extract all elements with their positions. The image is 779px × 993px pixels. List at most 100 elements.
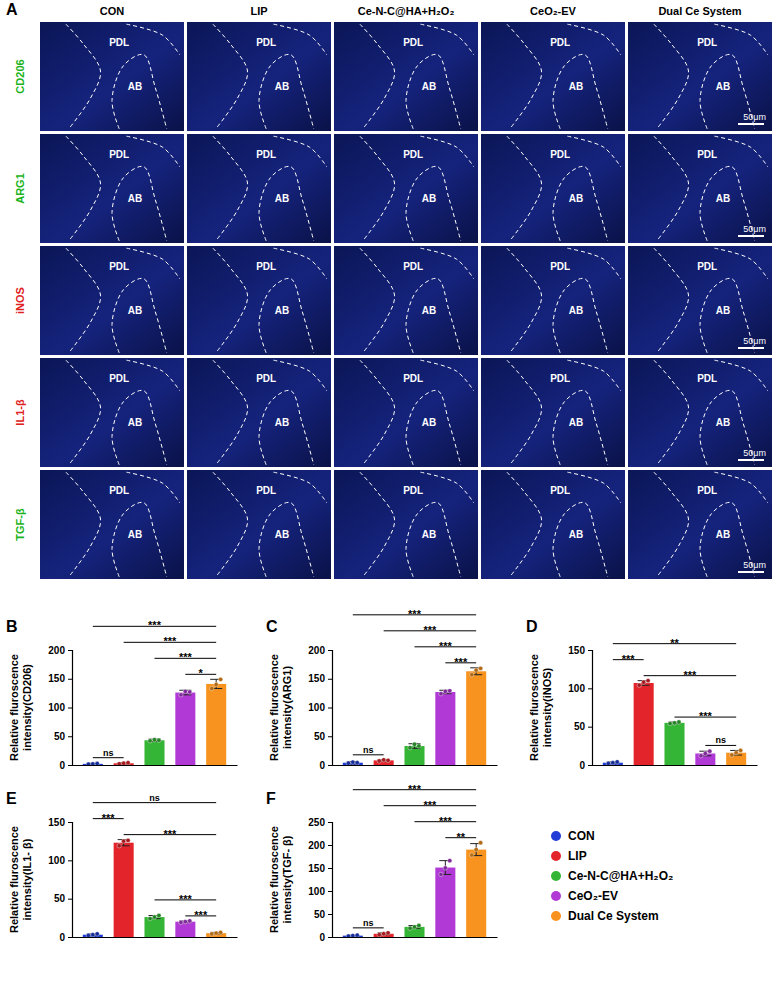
scale-bar-label: 50μm [743,560,766,570]
micrograph [187,22,331,131]
data-point [478,841,482,845]
tick-label: 100 [308,886,325,897]
tissue-outline [112,278,167,352]
data-point [439,872,443,876]
tick-label: 200 [308,840,325,851]
region-label: AB [569,529,583,540]
tick-label: 50 [314,731,326,742]
bar-chart: BRelative fluroscenceintensity(CD206)050… [6,618,238,771]
region-label: AB [128,81,142,92]
data-point [730,753,734,757]
region-label: AB [422,305,436,316]
micrograph-panel: PDLAB [334,470,478,579]
micrograph-panel: PDLAB [481,246,625,355]
tick: 0 [59,932,72,943]
significance-label: *** [699,710,713,722]
tick: 150 [48,817,72,828]
data-point [443,689,447,693]
legend-label: Dual Ce System [568,909,659,923]
micrograph-panel: PDLAB50μm [628,246,772,355]
micrograph-panel: PDLAB [334,358,478,467]
bar [435,692,455,765]
data-point [95,761,99,765]
column-header: Dual Ce System [658,5,741,17]
significance-label: *** [102,812,116,824]
tissue-outline [213,136,248,241]
region-label: PDL [550,485,570,496]
region-label: AB [128,305,142,316]
tick: 50 [314,909,332,920]
significance-label: *** [179,893,193,905]
significance-label: *** [408,783,422,795]
plot-area [343,666,486,765]
x-axis [593,765,758,767]
data-point [157,913,161,917]
tissue-outline [259,390,314,464]
tick: 250 [308,817,332,828]
tissue-outline [360,136,395,241]
tick: 0 [319,932,332,943]
data-point [470,673,474,677]
tissue-outline [654,360,689,465]
y-axis-title: Relative fluroscenceintensity(IL1- β) [8,826,33,933]
data-point [708,749,712,753]
micrograph [334,22,478,131]
tissue-outline [273,24,326,55]
data-point [117,762,121,765]
micrograph-panel: PDLAB [334,22,478,131]
micrograph [334,246,478,355]
bar [664,723,684,765]
micrograph-panel: PDLAB [187,470,331,579]
data-point [218,677,222,681]
significance-label: ** [456,831,465,843]
tick: 100 [48,702,72,713]
tick: 50 [54,893,72,904]
tick-mark [328,736,332,737]
tick-label: 150 [48,817,65,828]
significance: ns************ [353,608,476,755]
micrograph [187,470,331,579]
bar [634,683,654,765]
tick-label: 150 [48,673,65,684]
tissue-outline [126,248,179,279]
tick: 200 [48,645,72,656]
tissue-outline [112,390,167,464]
region-label: AB [569,193,583,204]
scale-bar-label: 50μm [743,224,766,234]
region-label: PDL [403,37,423,48]
tissue-outline [112,54,167,128]
tick-label: 200 [48,645,65,656]
x-axis [333,937,498,939]
x-axis [333,765,498,767]
region-label: AB [716,417,730,428]
micrograph [481,134,625,243]
significance-label: ns [363,745,374,755]
data-point [183,919,187,923]
bar-chart: CRelative fluroscenceintensity(ARG1)0501… [266,608,498,771]
scale-bar [738,235,764,237]
region-label: PDL [403,373,423,384]
micrograph-panel: PDLAB50μm [628,22,772,131]
tick-label: 0 [59,932,65,943]
data-point [672,721,676,725]
data-point [377,933,381,937]
legend-swatch [551,871,561,881]
region-label: AB [569,417,583,428]
region-label: AB [716,81,730,92]
micrograph [334,470,478,579]
legend-swatch [551,911,561,921]
tick-mark [68,736,72,737]
tissue-outline [714,24,767,55]
legend-label: LIP [568,849,587,863]
data-point [214,682,218,686]
tissue-outline [553,54,608,128]
data-point [188,919,192,923]
region-label: PDL [256,149,276,160]
tick-mark [68,679,72,680]
tissue-outline [273,360,326,391]
micrograph-panel: PDLAB50μm [628,358,772,467]
region-label: AB [275,529,289,540]
data-point [408,746,412,750]
data-point [386,758,390,762]
region-label: AB [716,193,730,204]
